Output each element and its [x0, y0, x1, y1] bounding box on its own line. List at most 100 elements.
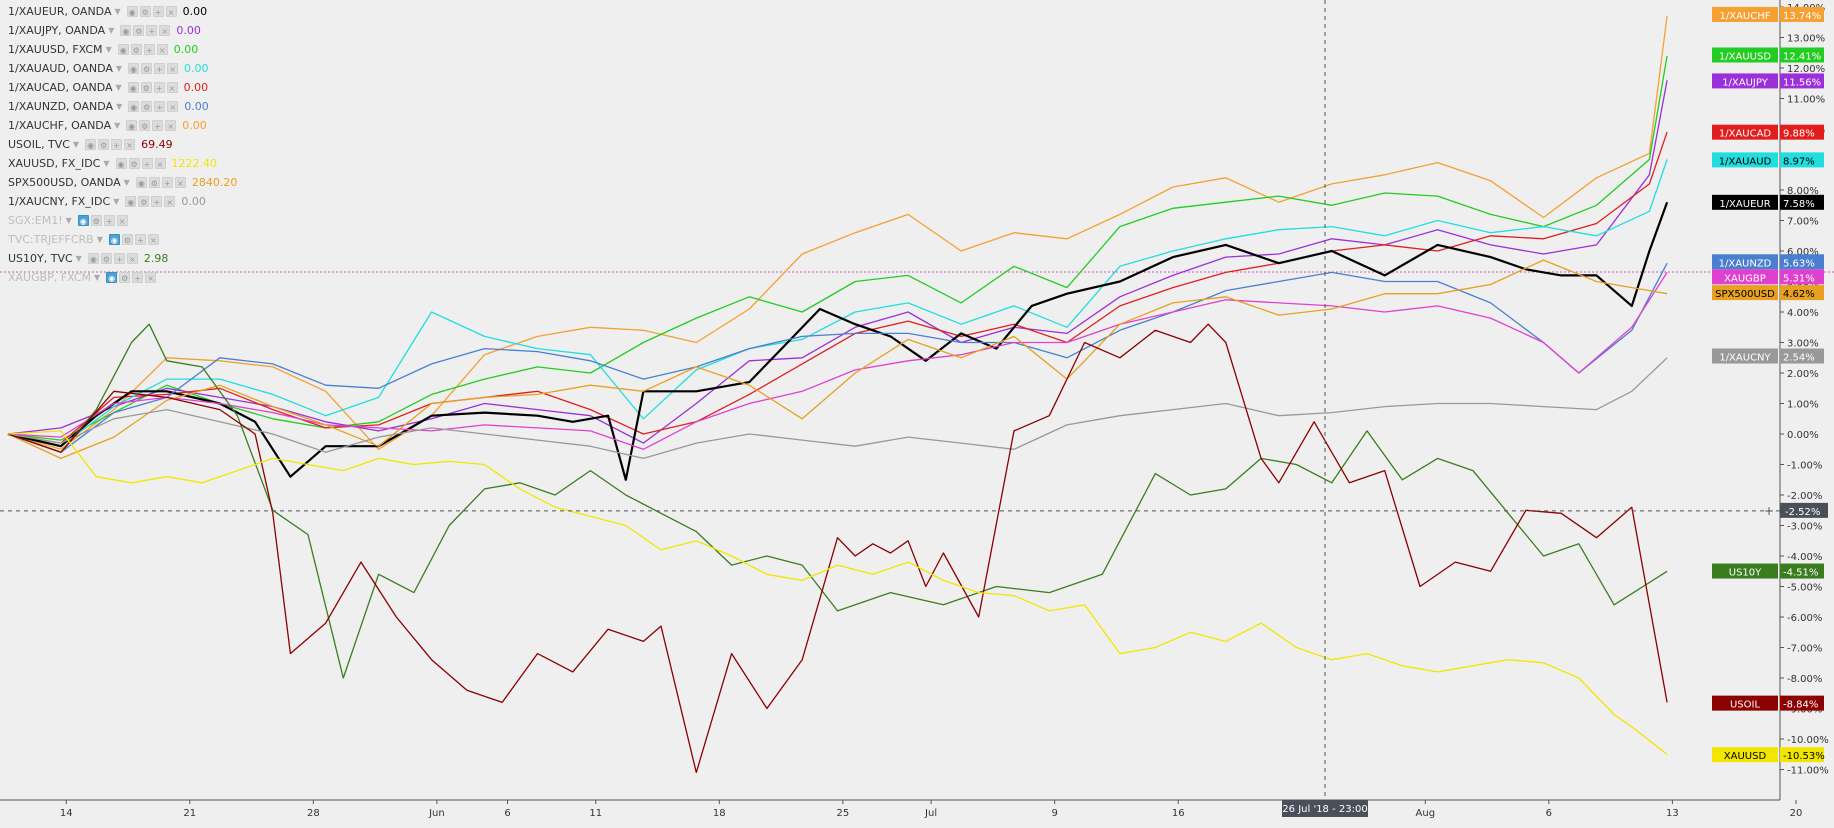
series-line-usoil[interactable]	[7, 323, 1668, 774]
chevron-down-icon[interactable]: ▼	[108, 26, 115, 35]
eye-icon[interactable]: ◉	[106, 272, 118, 283]
eye-icon[interactable]: ◉	[108, 234, 120, 245]
series-line-xauusd[interactable]	[7, 430, 1668, 755]
settings-icon[interactable]: ⚙	[90, 215, 102, 226]
add-icon[interactable]: +	[141, 158, 153, 169]
series-line-1-xaueur[interactable]	[7, 201, 1669, 481]
chevron-down-icon[interactable]: ▼	[123, 178, 130, 187]
settings-icon[interactable]: ⚙	[119, 272, 131, 283]
legend-row[interactable]: SGX:EM1! ▼ ◉ ⚙ + ×	[8, 211, 237, 230]
series-line-1-xaujpy[interactable]	[7, 80, 1668, 444]
chevron-down-icon[interactable]: ▼	[65, 216, 72, 225]
settings-icon[interactable]: ⚙	[139, 120, 151, 131]
add-icon[interactable]: +	[134, 234, 146, 245]
close-icon[interactable]: ×	[165, 6, 177, 17]
legend-row[interactable]: 1/XAUEUR, OANDA ▼ ◉ ⚙ + × 0.00	[8, 2, 237, 21]
chevron-down-icon[interactable]: ▼	[115, 83, 122, 92]
eye-icon[interactable]: ◉	[85, 139, 97, 150]
legend-row[interactable]: SPX500USD, OANDA ▼ ◉ ⚙ + × 2840.20	[8, 173, 237, 192]
close-icon[interactable]: ×	[124, 139, 136, 150]
eye-icon[interactable]: ◉	[128, 63, 140, 74]
eye-icon[interactable]: ◉	[77, 215, 89, 226]
series-line-1-xauchf[interactable]	[7, 16, 1668, 450]
add-icon[interactable]: +	[151, 196, 163, 207]
legend-row[interactable]: 1/XAUJPY, OANDA ▼ ◉ ⚙ + × 0.00	[8, 21, 237, 40]
add-icon[interactable]: +	[152, 6, 164, 17]
chevron-down-icon[interactable]: ▼	[72, 140, 80, 149]
legend-row[interactable]: 1/XAUCAD, OANDA ▼ ◉ ⚙ + × 0.00	[8, 78, 237, 97]
settings-icon[interactable]: ⚙	[130, 44, 142, 55]
add-icon[interactable]: +	[154, 101, 166, 112]
legend-row[interactable]: 1/XAUCNY, FX_IDC ▼ ◉ ⚙ + × 0.00	[8, 192, 237, 211]
series-line-spx500usd[interactable]	[7, 259, 1668, 460]
legend-row[interactable]: 1/XAUNZD, OANDA ▼ ◉ ⚙ + × 0.00	[8, 97, 237, 116]
eye-icon[interactable]: ◉	[125, 196, 137, 207]
chevron-down-icon[interactable]: ▼	[113, 197, 120, 206]
series-line-1-xauaud[interactable]	[7, 159, 1668, 447]
settings-icon[interactable]: ⚙	[98, 139, 110, 150]
settings-icon[interactable]: ⚙	[141, 101, 153, 112]
settings-icon[interactable]: ⚙	[133, 25, 145, 36]
eye-icon[interactable]: ◉	[115, 158, 127, 169]
add-icon[interactable]: +	[132, 272, 144, 283]
close-icon[interactable]: ×	[154, 158, 166, 169]
legend-row[interactable]: XAUUSD, FX_IDC ▼ ◉ ⚙ + × 1222.40	[8, 154, 237, 173]
add-icon[interactable]: +	[103, 215, 115, 226]
series-line-1-xauusd[interactable]	[7, 55, 1668, 441]
settings-icon[interactable]: ⚙	[100, 253, 112, 264]
add-icon[interactable]: +	[161, 177, 173, 188]
eye-icon[interactable]: ◉	[120, 25, 132, 36]
settings-icon[interactable]: ⚙	[139, 6, 151, 17]
legend-row[interactable]: USOIL, TVC ▼ ◉ ⚙ + × 69.49	[8, 135, 237, 154]
legend-row[interactable]: 1/XAUUSD, FXCM ▼ ◉ ⚙ + × 0.00	[8, 40, 237, 59]
series-line-1-xaunzd[interactable]	[7, 262, 1668, 453]
close-icon[interactable]: ×	[147, 234, 159, 245]
settings-icon[interactable]: ⚙	[140, 82, 152, 93]
chevron-down-icon[interactable]: ▼	[103, 159, 110, 168]
settings-icon[interactable]: ⚙	[148, 177, 160, 188]
chevron-down-icon[interactable]: ▼	[94, 273, 101, 282]
legend-row[interactable]: US10Y, TVC ▼ ◉ ⚙ + × 2.98	[8, 249, 237, 268]
close-icon[interactable]: ×	[167, 63, 179, 74]
close-icon[interactable]: ×	[156, 44, 168, 55]
eye-icon[interactable]: ◉	[128, 101, 140, 112]
settings-icon[interactable]: ⚙	[128, 158, 140, 169]
settings-icon[interactable]: ⚙	[138, 196, 150, 207]
close-icon[interactable]: ×	[166, 82, 178, 93]
close-icon[interactable]: ×	[174, 177, 186, 188]
series-line-1-xaucad[interactable]	[7, 131, 1668, 444]
add-icon[interactable]: +	[152, 120, 164, 131]
eye-icon[interactable]: ◉	[127, 82, 139, 93]
close-icon[interactable]: ×	[116, 215, 128, 226]
close-icon[interactable]: ×	[167, 101, 179, 112]
add-icon[interactable]: +	[143, 44, 155, 55]
chevron-down-icon[interactable]: ▼	[75, 254, 82, 263]
chevron-down-icon[interactable]: ▼	[114, 7, 121, 16]
settings-icon[interactable]: ⚙	[121, 234, 133, 245]
chevron-down-icon[interactable]: ▼	[105, 45, 112, 54]
chevron-down-icon[interactable]: ▼	[114, 121, 121, 130]
add-icon[interactable]: +	[146, 25, 158, 36]
add-icon[interactable]: +	[153, 82, 165, 93]
close-icon[interactable]: ×	[165, 120, 177, 131]
close-icon[interactable]: ×	[126, 253, 138, 264]
chevron-down-icon[interactable]: ▼	[115, 64, 123, 73]
eye-icon[interactable]: ◉	[117, 44, 129, 55]
add-icon[interactable]: +	[113, 253, 125, 264]
add-icon[interactable]: +	[154, 63, 166, 74]
add-icon[interactable]: +	[111, 139, 123, 150]
series-line-1-xaucny[interactable]	[7, 357, 1668, 460]
chevron-down-icon[interactable]: ▼	[116, 102, 123, 111]
eye-icon[interactable]: ◉	[126, 120, 138, 131]
legend-row[interactable]: 1/XAUCHF, OANDA ▼ ◉ ⚙ + × 0.00	[8, 116, 237, 135]
eye-icon[interactable]: ◉	[135, 177, 147, 188]
settings-icon[interactable]: ⚙	[141, 63, 153, 74]
series-line-xaugbp[interactable]	[7, 272, 1668, 450]
eye-icon[interactable]: ◉	[126, 6, 138, 17]
legend-row[interactable]: XAUGBP, FXCM ▼ ◉ ⚙ + ×	[8, 268, 237, 287]
close-icon[interactable]: ×	[164, 196, 176, 207]
chevron-down-icon[interactable]: ▼	[96, 235, 103, 244]
series-line-us10y[interactable]	[7, 323, 1668, 679]
legend-row[interactable]: 1/XAUAUD, OANDA ▼ ◉ ⚙ + × 0.00	[8, 59, 237, 78]
